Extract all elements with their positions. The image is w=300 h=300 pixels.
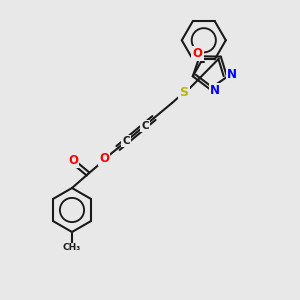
Text: C: C	[141, 121, 149, 131]
Text: O: O	[68, 154, 78, 166]
Text: C: C	[122, 136, 130, 146]
Text: O: O	[99, 152, 109, 164]
Text: O: O	[193, 47, 203, 60]
Text: S: S	[179, 86, 188, 100]
Text: N: N	[227, 68, 237, 81]
Text: N: N	[210, 85, 220, 98]
Text: CH₃: CH₃	[63, 244, 81, 253]
